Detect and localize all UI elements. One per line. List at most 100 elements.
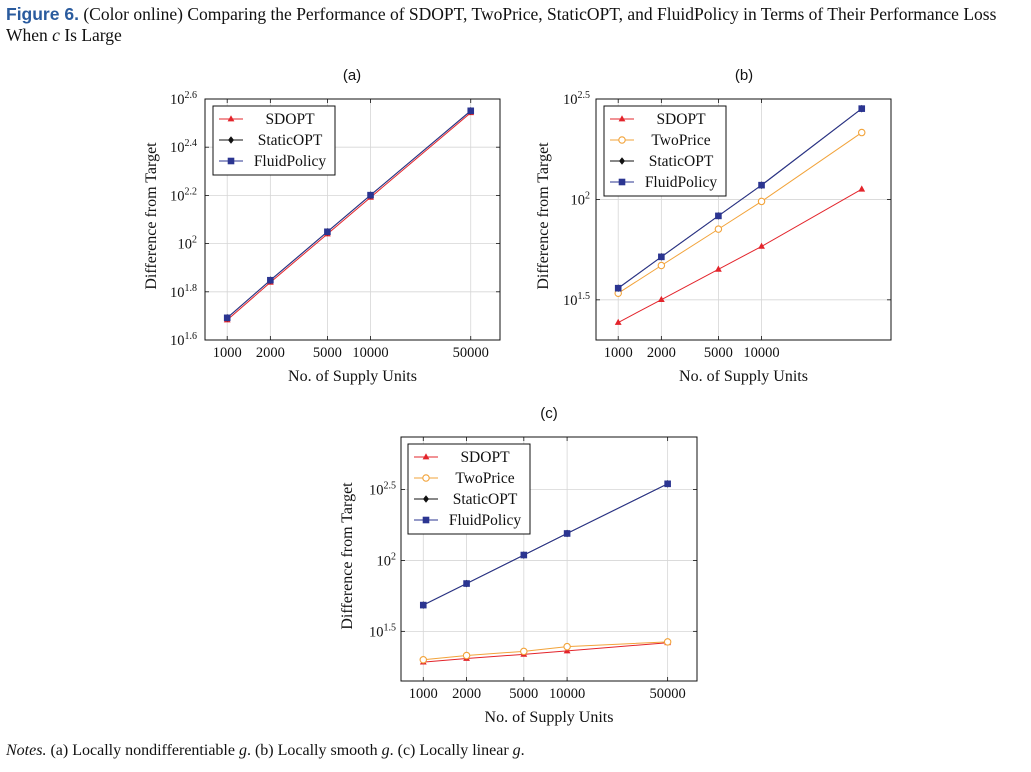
chart-a-legend-staticopt-label: StaticOPT [258, 132, 323, 149]
chart-a-y-tick-label: 102.4 [170, 138, 197, 156]
chart-b-series-staticopt-point [715, 212, 722, 220]
chart-a-y-tick-label: 101.6 [170, 331, 197, 349]
notes-prefix: Notes. [6, 742, 47, 759]
chart-b-x-tick-label: 2000 [647, 345, 676, 361]
chart-b-x-axis-title: No. of Supply Units [679, 368, 808, 385]
chart-b-series-staticopt-point [758, 181, 765, 189]
chart-a-series-fluidpolicy-line [226, 110, 472, 319]
chart-a-plot-frame [204, 98, 501, 341]
chart-a-series-fluidpolicy-point [267, 276, 274, 284]
chart-c-series-staticopt-point [520, 551, 527, 559]
chart-c-series-staticopt-point [420, 601, 427, 609]
chart-a-series-fluidpolicy-point [467, 107, 475, 115]
notes-b-text: . (b) Locally smooth [246, 742, 382, 759]
chart-b-legend-staticopt-label: StaticOPT [649, 153, 714, 170]
chart-a-legend-staticopt-marker [228, 136, 234, 144]
chart-b-y-tick-label: 102.5 [563, 90, 590, 108]
chart-a-x-tick-label: 2000 [256, 345, 285, 361]
chart-c-y-tick-label: 101.5 [369, 622, 396, 640]
chart-b-y-tick-label: 102 [571, 190, 591, 208]
chart-c-legend-staticopt-marker [423, 495, 429, 503]
chart-c-series-sdopt-point [664, 638, 672, 646]
chart-b-series-staticopt-point [615, 284, 622, 292]
figure-notes: Notes. (a) Locally nondifferentiable g. … [6, 742, 525, 760]
chart-c-x-tick-label: 2000 [452, 686, 481, 702]
chart-a-series-sdopt-point [223, 316, 231, 323]
chart-c-series-twoprice-point [520, 647, 528, 656]
chart-c-series-sdopt-point [563, 647, 571, 654]
chart-c-series-twoprice-point [419, 655, 428, 664]
chart-c-legend-box [407, 443, 531, 535]
chart-c-series-sdopt-point [463, 654, 470, 661]
chart-a-series-fluidpolicy-point [367, 191, 374, 199]
chart-b-series-twoprice-point [757, 197, 766, 206]
chart-b-legend-staticopt-marker [619, 157, 625, 165]
chart-b-series-sdopt-line [617, 188, 862, 323]
chart-c-series-twoprice-point [462, 651, 471, 660]
chart-c-legend-staticopt-label: StaticOPT [453, 491, 518, 508]
chart-a-legend-fluidpolicy-label: FluidPolicy [254, 153, 327, 170]
chart-b-series-twoprice-point [857, 128, 866, 137]
chart-b-legend-sdopt-label: SDOPT [656, 111, 706, 128]
chart-c-legend-sdopt-marker [422, 453, 430, 460]
chart-a-y-axis-title: Difference from Target [143, 142, 160, 290]
chart-a-series-sdopt-point [323, 230, 331, 237]
chart-a-series-staticopt-point [224, 314, 231, 322]
notes-c-text: . (c) Locally linear [389, 742, 513, 759]
chart-b-panel-label: (b) [735, 67, 753, 84]
chart-a-y-tick-label: 101.8 [170, 283, 197, 301]
chart-b-legend-twoprice-marker [618, 136, 626, 144]
chart-a-panel-label: (a) [343, 67, 361, 84]
chart-b-x-tick-label: 5000 [704, 345, 733, 361]
notes-g-symbol-c: g [512, 742, 521, 759]
chart-c-x-tick-label: 10000 [549, 686, 585, 702]
chart-c-legend-fluidpolicy-marker [422, 516, 430, 524]
chart-a-legend-sdopt-marker [227, 115, 235, 122]
chart-c-series-sdopt-point [520, 650, 528, 657]
chart-b-legend-twoprice-label: TwoPrice [651, 132, 710, 149]
chart-b-series-sdopt-point [758, 242, 765, 249]
chart-c-x-tick-label: 5000 [509, 686, 538, 702]
caption-c-symbol: c [52, 25, 60, 45]
chart-a-group: (a) 1000 2000 5000 10000 50000 101.6 101.8 102 10… [143, 67, 501, 385]
notes-g-symbol-b: g [381, 742, 390, 759]
chart-a-y-tick-label: 102 [178, 235, 198, 253]
chart-b-x-tick-label: 1000 [604, 345, 633, 361]
chart-c-y-tick-label: 102.5 [369, 480, 396, 498]
chart-c-y-tick-label: 102 [377, 551, 397, 569]
chart-c-y-axis-title: Difference from Target [339, 482, 356, 630]
chart-b-y-axis-title: Difference from Target [535, 142, 552, 290]
chart-c-series-staticopt-point [463, 579, 470, 588]
chart-b-series-fluidpolicy-line [617, 108, 863, 289]
chart-a-series-staticopt-point [367, 191, 374, 199]
chart-a-x-tick-label: 1000 [213, 345, 242, 361]
chart-c-legend-sdopt-label: SDOPT [460, 449, 510, 466]
chart-c-panel-label: (c) [540, 405, 558, 422]
figure-label: Figure 6. [6, 4, 79, 24]
chart-a-series-staticopt-point [467, 107, 474, 115]
chart-c-series-fluidpolicy-point [419, 601, 427, 609]
chart-a-series-staticopt-line [226, 110, 472, 319]
chart-a-series-sdopt-point [266, 278, 274, 285]
chart-c-legend-twoprice-marker [422, 474, 430, 482]
caption-text: (Color online) Comparing the Performance… [6, 4, 997, 45]
chart-c-series-staticopt-point [664, 480, 671, 488]
chart-c-series-fluidpolicy-line [423, 483, 668, 606]
notes-end: . [520, 742, 525, 759]
chart-b-series-fluidpolicy-point [858, 105, 866, 112]
chart-b-series-fluidpolicy-point [658, 253, 665, 261]
chart-a-x-axis-title: No. of Supply Units [288, 368, 417, 385]
chart-a-series-sdopt-line [226, 112, 472, 321]
chart-b-series-staticopt-point [858, 104, 865, 113]
chart-c-legend-fluidpolicy-label: FluidPolicy [449, 512, 522, 529]
chart-a-series-sdopt-point [367, 193, 374, 200]
chart-b-series-fluidpolicy-point [715, 212, 722, 220]
chart-b-series-twoprice-point [657, 261, 666, 270]
chart-c-series-sdopt-point [419, 658, 427, 665]
chart-b-series-staticopt-line [617, 108, 863, 289]
chart-a-x-tick-label: 5000 [313, 345, 342, 361]
chart-a-legend-fluidpolicy-marker [227, 157, 235, 165]
chart-c-series-fluidpolicy-point [520, 551, 528, 559]
chart-b-series-sdopt-point [714, 265, 722, 272]
